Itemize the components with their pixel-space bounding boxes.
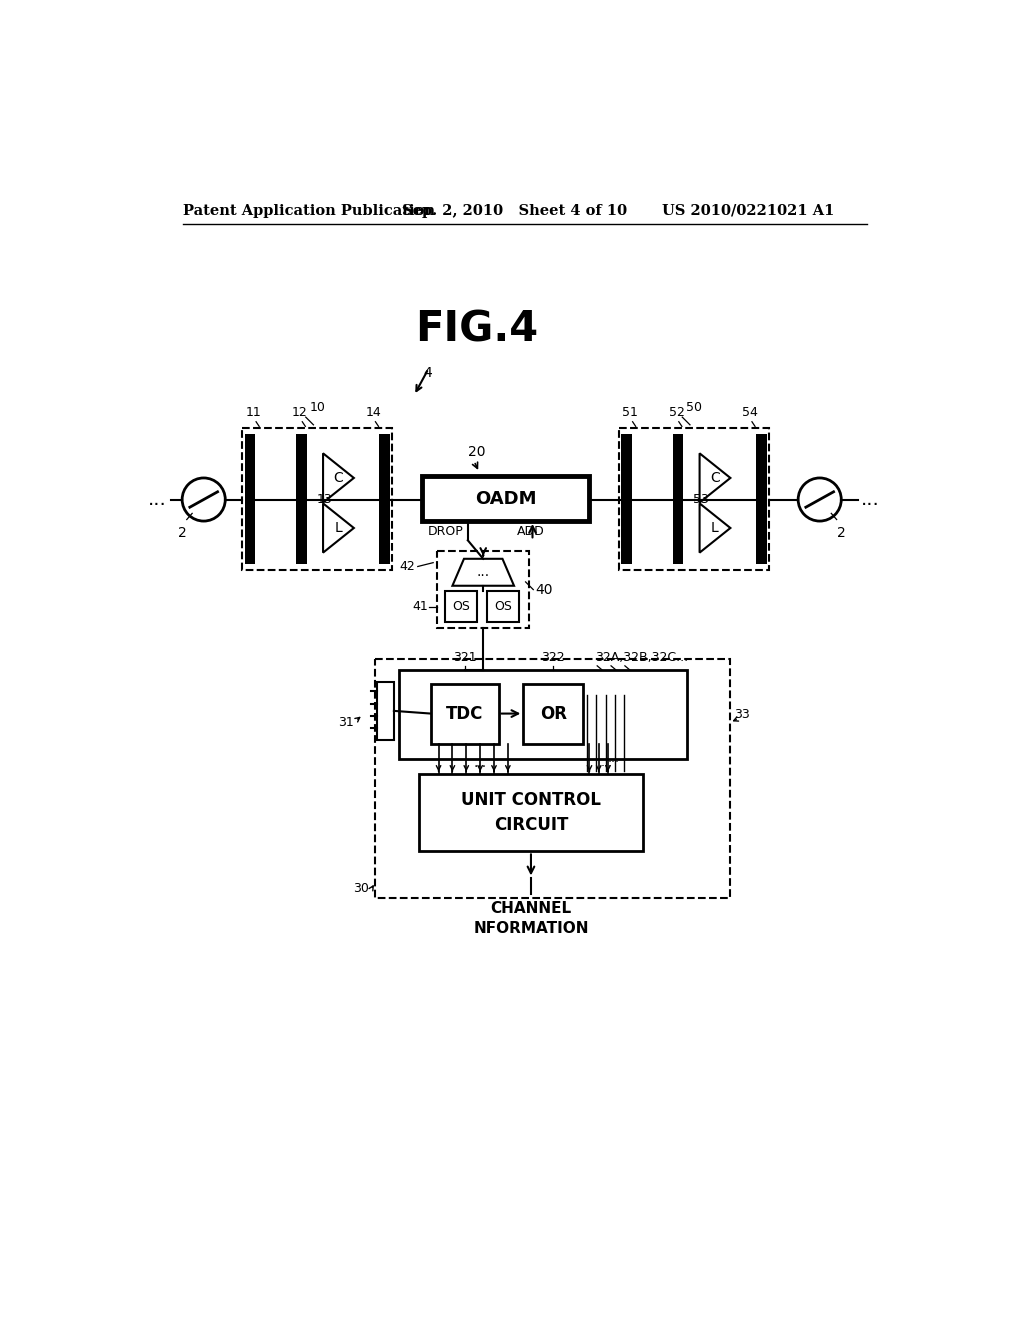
Text: Sep. 2, 2010   Sheet 4 of 10: Sep. 2, 2010 Sheet 4 of 10 — [401, 203, 627, 218]
Bar — [419, 775, 643, 851]
Text: 40: 40 — [536, 582, 553, 597]
Text: ...: ... — [476, 565, 489, 579]
Text: 50: 50 — [686, 401, 701, 414]
Text: 51: 51 — [623, 405, 638, 418]
Bar — [431, 684, 499, 743]
Bar — [398, 671, 687, 759]
Bar — [621, 434, 632, 564]
Bar — [618, 428, 769, 570]
Text: 53: 53 — [693, 492, 709, 506]
Bar — [422, 477, 590, 521]
Text: C: C — [710, 471, 720, 484]
Text: 13: 13 — [316, 492, 333, 506]
Bar — [243, 428, 392, 570]
Bar — [437, 552, 529, 628]
Text: 14: 14 — [366, 405, 381, 418]
Text: 12: 12 — [292, 405, 308, 418]
Text: OADM: OADM — [475, 490, 537, 508]
Bar — [523, 684, 584, 743]
Text: ...: ... — [860, 490, 880, 510]
Text: CHANNEL
NFORMATION: CHANNEL NFORMATION — [473, 902, 589, 936]
Text: 54: 54 — [741, 405, 758, 418]
Text: OS: OS — [495, 601, 512, 612]
Text: 4: 4 — [423, 367, 432, 380]
Bar — [379, 434, 390, 564]
Bar — [487, 591, 519, 622]
Text: 10: 10 — [309, 401, 326, 414]
Text: ADD: ADD — [517, 525, 545, 539]
Text: 31: 31 — [338, 715, 354, 729]
Text: C: C — [334, 471, 343, 484]
Text: OS: OS — [452, 601, 470, 612]
Text: 41: 41 — [412, 601, 428, 612]
Bar — [444, 591, 477, 622]
Text: TDC: TDC — [446, 705, 483, 722]
Text: 2: 2 — [837, 527, 846, 540]
Text: 30: 30 — [353, 882, 370, 895]
Text: OR: OR — [540, 705, 567, 722]
Text: ...: ... — [473, 756, 486, 770]
Text: US 2010/0221021 A1: US 2010/0221021 A1 — [662, 203, 835, 218]
Text: 52: 52 — [669, 405, 684, 418]
Text: 32A,32B,32C...: 32A,32B,32C... — [595, 651, 688, 664]
Text: 42: 42 — [399, 560, 416, 573]
Text: FIG.4: FIG.4 — [416, 309, 539, 351]
Bar — [673, 434, 683, 564]
Text: ...: ... — [148, 490, 167, 510]
Text: 33: 33 — [734, 709, 750, 721]
Text: ...: ... — [600, 756, 612, 770]
Text: 2: 2 — [178, 527, 186, 540]
Text: L: L — [711, 521, 719, 535]
Text: 321: 321 — [453, 651, 476, 664]
Text: L: L — [335, 521, 342, 535]
Text: Patent Application Publication: Patent Application Publication — [183, 203, 435, 218]
Text: 322: 322 — [542, 651, 565, 664]
Text: 11: 11 — [246, 405, 262, 418]
Bar — [245, 434, 255, 564]
Bar — [756, 434, 767, 564]
Bar — [376, 659, 730, 898]
Bar — [377, 682, 394, 739]
Bar — [296, 434, 307, 564]
Text: DROP: DROP — [428, 525, 464, 539]
Text: UNIT CONTROL
CIRCUIT: UNIT CONTROL CIRCUIT — [461, 792, 601, 834]
Text: ...: ... — [608, 752, 621, 766]
Text: 20: 20 — [468, 445, 485, 459]
